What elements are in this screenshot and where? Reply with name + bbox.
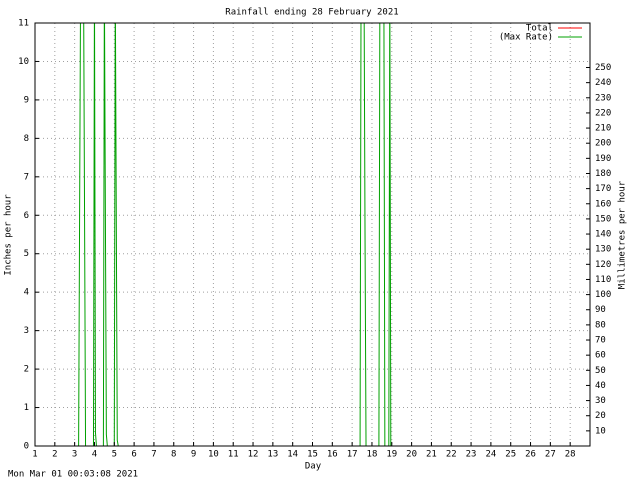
y2-tick-label: 40 bbox=[595, 381, 606, 391]
y-tick-label: 7 bbox=[24, 172, 29, 182]
x-tick-label: 28 bbox=[565, 450, 576, 460]
x-tick-label: 1 bbox=[32, 450, 37, 460]
plot-area bbox=[78, 23, 392, 446]
y-tick-label: 10 bbox=[18, 57, 29, 67]
x-tick-label: 9 bbox=[191, 450, 196, 460]
x-tick-label: 12 bbox=[248, 450, 259, 460]
y2-tick-label: 50 bbox=[595, 366, 606, 376]
y2-tick-label: 100 bbox=[595, 290, 611, 300]
x-tick-label: 19 bbox=[386, 450, 397, 460]
x-tick-label: 18 bbox=[367, 450, 378, 460]
x-tick-label: 11 bbox=[228, 450, 239, 460]
y2-tick-label: 110 bbox=[595, 275, 611, 285]
legend-label: (Max Rate) bbox=[499, 33, 553, 43]
y2-tick-label: 180 bbox=[595, 169, 611, 179]
y2-tick-label: 200 bbox=[595, 139, 611, 149]
legend-label: Total bbox=[526, 24, 553, 34]
x-tick-label: 2 bbox=[52, 450, 57, 460]
footer: Mon Mar 01 00:03:08 2021 bbox=[8, 470, 138, 480]
y2-axis-label: Millimetres per hour bbox=[618, 180, 628, 289]
x-tick-label: 16 bbox=[327, 450, 338, 460]
y-tick-label: 1 bbox=[24, 403, 29, 413]
y2-tick-label: 140 bbox=[595, 230, 611, 240]
x-tick-label: 4 bbox=[92, 450, 97, 460]
grid bbox=[34, 22, 590, 447]
y2-tick-label: 210 bbox=[595, 124, 611, 134]
x-tick-label: 20 bbox=[406, 450, 417, 460]
x-tick-label: 15 bbox=[307, 450, 318, 460]
data-line bbox=[78, 23, 392, 446]
x-tick-label: 27 bbox=[545, 450, 556, 460]
chart-title: Rainfall ending 28 February 2021 bbox=[225, 8, 398, 18]
y-tick-label: 3 bbox=[24, 326, 29, 336]
x-tick-label: 3 bbox=[72, 450, 77, 460]
y2-tick-label: 130 bbox=[595, 245, 611, 255]
x-tick-label: 21 bbox=[426, 450, 437, 460]
y2-tick-label: 90 bbox=[595, 305, 606, 315]
y2-tick-label: 230 bbox=[595, 93, 611, 103]
x-tick-label: 13 bbox=[267, 450, 278, 460]
x-tick-label: 5 bbox=[112, 450, 117, 460]
x-tick-label: 25 bbox=[505, 450, 516, 460]
y2-tick-label: 70 bbox=[595, 336, 606, 346]
y2-tick-label: 30 bbox=[595, 396, 606, 406]
x-tick-label: 7 bbox=[151, 450, 156, 460]
y-axis-label: Inches per hour bbox=[4, 194, 14, 276]
x-tick-label: 17 bbox=[347, 450, 358, 460]
y-tick-label: 8 bbox=[24, 134, 29, 144]
y-tick-label: 6 bbox=[24, 211, 29, 221]
y-tick-label: 5 bbox=[24, 249, 29, 259]
x-tick-label: 22 bbox=[446, 450, 457, 460]
y2-tick-label: 10 bbox=[595, 426, 606, 436]
plot-frame bbox=[34, 22, 591, 447]
y2-tick-label: 120 bbox=[595, 260, 611, 270]
y2-tick-label: 80 bbox=[595, 320, 606, 330]
x-tick-label: 23 bbox=[466, 450, 477, 460]
y-tick-label: 11 bbox=[18, 19, 29, 29]
y-tick-label: 2 bbox=[24, 365, 29, 375]
x-tick-label: 24 bbox=[485, 450, 496, 460]
y-tick-label: 4 bbox=[24, 288, 29, 298]
y2-tick-label: 20 bbox=[595, 411, 606, 421]
y2-tick-label: 60 bbox=[595, 351, 606, 361]
y-tick-label: 9 bbox=[24, 95, 29, 105]
y2-tick-label: 170 bbox=[595, 184, 611, 194]
x-tick-label: 8 bbox=[171, 450, 176, 460]
y2-tick-label: 160 bbox=[595, 199, 611, 209]
y2-tick-label: 250 bbox=[595, 63, 611, 73]
y2-tick-label: 220 bbox=[595, 108, 611, 118]
x-tick-label: 14 bbox=[287, 450, 298, 460]
y-tick-label: 0 bbox=[24, 442, 29, 452]
y2-tick-label: 190 bbox=[595, 154, 611, 164]
x-tick-label: 10 bbox=[208, 450, 219, 460]
x-tick-label: 26 bbox=[525, 450, 536, 460]
x-tick-label: 6 bbox=[131, 450, 136, 460]
y2-tick-label: 240 bbox=[595, 78, 611, 88]
y2-tick-label: 150 bbox=[595, 214, 611, 224]
x-axis-label: Day bbox=[305, 462, 322, 472]
